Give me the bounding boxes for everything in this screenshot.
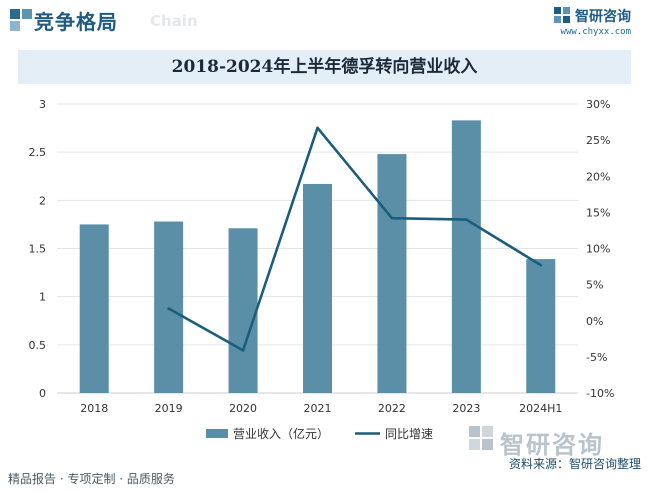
right-tick-label: -5% [586,351,607,364]
legend: 营业收入（亿元） 同比增速 [206,426,433,441]
line-point [465,218,468,221]
source-note: 资料来源：智研咨询整理 [508,457,641,471]
brand: 智研咨询 www.chyxx.com [554,6,631,37]
x-axis-ticks: 2018 2019 2020 2021 2022 2023 2024H1 [80,402,562,415]
right-tick-label: -10% [586,387,614,400]
section-title: 竞争格局 [34,10,118,34]
right-tick-label: 15% [586,206,610,219]
footer-tagline: 精品报告 · 专项定制 · 品质服务 [8,472,175,486]
right-tick-label: 0% [586,315,603,328]
legend-line-label: 同比增速 [385,427,433,441]
x-tick-label: 2019 [155,402,183,415]
header: 竞争格局 Chain 智研咨询 www.chyxx.com [0,0,649,40]
watermark-logo-icon [469,426,493,450]
right-tick-label: 25% [586,134,610,147]
line-series [167,126,543,352]
watermark-brand-name: 智研咨询 [500,431,604,459]
right-tick-label: 5% [586,279,603,292]
bar [228,228,258,393]
section-logo-icon [10,9,20,19]
left-tick-label: 3 [39,98,46,111]
x-tick-label: 2018 [80,402,108,415]
brand-url: www.chyxx.com [560,27,631,37]
left-tick-label: 1 [39,291,46,304]
left-axis-ticks: 0 0.5 1 1.5 2 2.5 3 [29,98,47,400]
bar [377,154,407,393]
bar [451,120,481,394]
left-tick-label: 2 [39,194,46,207]
left-tick-label: 1.5 [29,243,47,256]
chart-title: 2018-2024年上半年德孚转向营业收入 [18,50,631,84]
left-tick-label: 0.5 [29,339,47,352]
right-axis-ticks: -10% -5% 0% 5% 10% 15% 20% 25% 30% [586,98,614,400]
x-tick-label: 2021 [304,402,332,415]
section-logo-icon [10,21,20,31]
bar [79,224,109,393]
x-tick-label: 2020 [229,402,257,415]
watermark-brand: 智研咨询 [468,425,602,459]
line-point [539,263,543,267]
section-subtitle: Chain [150,12,198,30]
x-tick-label: 2024H1 [519,402,562,415]
growth-line [168,126,542,352]
legend-bar-label: 营业收入（亿元） [233,426,329,441]
line-point [241,349,245,352]
line-point [167,307,170,310]
line-point [390,216,394,220]
legend-bar-swatch [206,429,228,438]
section-logo-icon [22,9,32,19]
x-tick-label: 2022 [378,402,406,415]
left-tick-label: 0 [39,387,46,400]
left-tick-label: 2.5 [29,146,47,159]
right-tick-label: 10% [586,243,610,256]
x-tick-label: 2023 [452,402,480,415]
bar-series [79,120,556,394]
bar [303,183,332,393]
line-point [316,126,319,130]
right-tick-label: 20% [586,170,610,183]
brand-name: 智研咨询 [575,9,631,25]
right-tick-label: 30% [586,98,610,111]
bar [526,259,556,393]
brand-logo-icon [554,7,570,23]
